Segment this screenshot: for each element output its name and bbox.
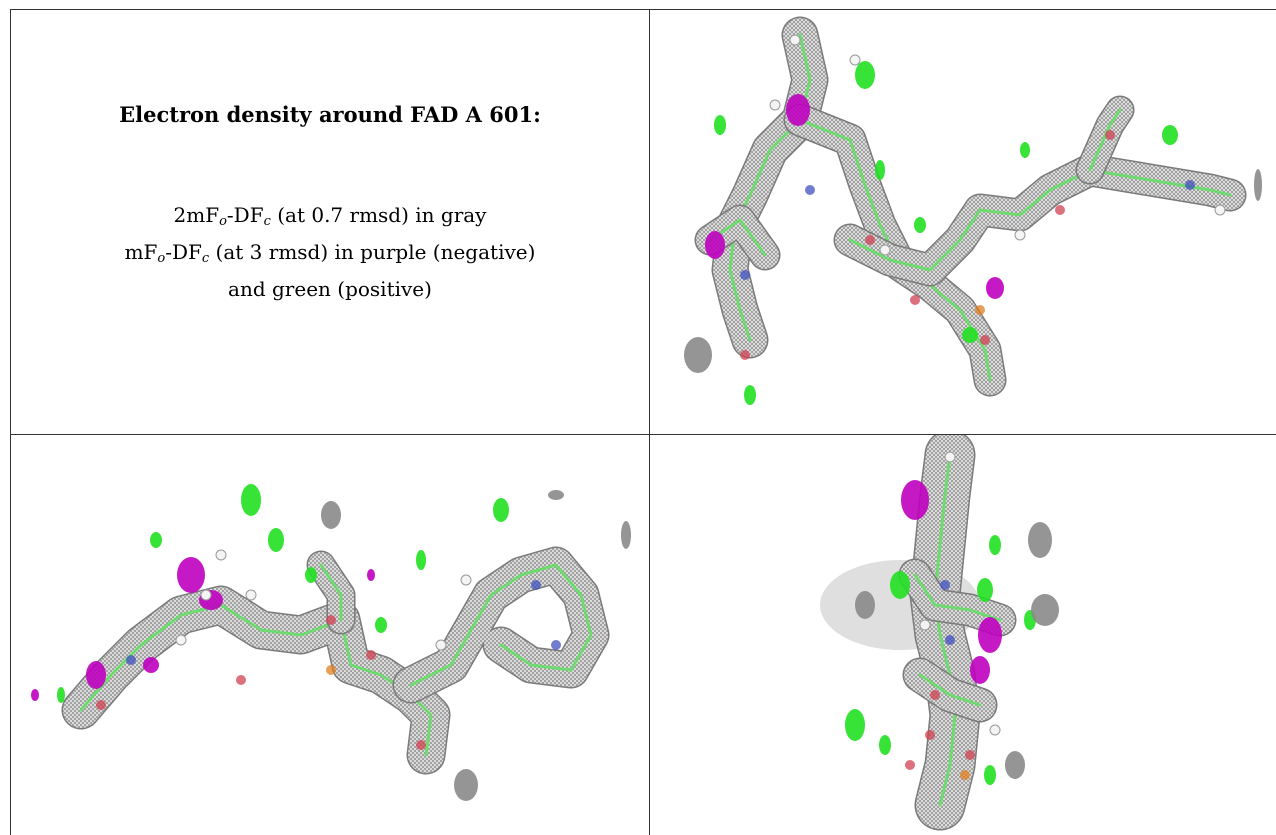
negative-density-blob (901, 480, 929, 520)
negative-density-blob (177, 557, 205, 593)
positive-density-blob (493, 498, 509, 522)
density-view-bottom-left (11, 435, 649, 835)
positive-density-blob (1020, 142, 1030, 158)
negative-density-blob (31, 689, 39, 701)
positive-density-blob (989, 535, 1001, 555)
gray-density-blob (1031, 594, 1059, 626)
positive-density-blob (879, 735, 891, 755)
density-render-1 (684, 16, 1262, 405)
caption-title: Electron density around FAD A 601: (119, 102, 541, 127)
gray-density-blob (855, 591, 875, 619)
positive-density-blob (744, 385, 756, 405)
positive-density-blob (305, 567, 317, 583)
gray-density-blob (548, 490, 564, 500)
positive-density-blob (875, 160, 885, 180)
positive-density-blob (984, 765, 996, 785)
legend-line-2fofc: 2mFo-DFc (at 0.7 rmsd) in gray (173, 203, 487, 229)
negative-density-blob (978, 617, 1002, 653)
figure-table: Electron density around FAD A 601: 2mFo-… (10, 9, 1276, 835)
negative-density-blob (970, 656, 990, 684)
table-border-left (10, 9, 11, 835)
positive-density-blob (416, 550, 426, 570)
negative-density-blob (367, 569, 375, 581)
positive-density-blob (150, 532, 162, 548)
gray-density-blob (621, 521, 631, 549)
positive-density-blob (914, 217, 926, 233)
table-border-middle (649, 9, 650, 835)
negative-density-blob (705, 231, 725, 259)
positive-density-blob (375, 617, 387, 633)
gray-density-blob (1028, 522, 1052, 558)
positive-density-blob (962, 327, 978, 343)
caption-legend: 2mFo-DFc (at 0.7 rmsd) in gray mFo-DFc (… (11, 200, 649, 305)
density-render-3 (820, 435, 1059, 831)
positive-density-blob (1162, 125, 1178, 145)
gray-density-blob (454, 769, 478, 801)
density-view-top-right (650, 10, 1276, 434)
positive-density-blob (241, 484, 261, 516)
density-view-bottom-right (650, 435, 1276, 835)
gray-density-blob (321, 501, 341, 529)
gray-density-blob (1005, 751, 1025, 779)
positive-density-blob (268, 528, 284, 552)
caption-cell: Electron density around FAD A 601: 2mFo-… (11, 10, 649, 434)
positive-density-blob (855, 61, 875, 89)
table-border-row (10, 434, 1276, 435)
positive-density-blob (977, 578, 993, 602)
negative-density-blob (86, 661, 106, 689)
positive-density-blob (845, 709, 865, 741)
positive-density-blob (714, 115, 726, 135)
negative-density-blob (986, 277, 1004, 299)
negative-density-blob (786, 94, 810, 126)
gray-density-blob (684, 337, 712, 373)
positive-density-blob (57, 687, 65, 703)
negative-density-blob (143, 657, 159, 673)
gray-density-blob (1254, 169, 1262, 201)
density-render-2 (31, 484, 631, 801)
positive-density-blob (890, 571, 910, 599)
table-border-top (10, 9, 1276, 10)
legend-line-green: and green (positive) (228, 277, 432, 301)
legend-line-fofc: mFo-DFc (at 3 rmsd) in purple (negative) (124, 240, 536, 266)
